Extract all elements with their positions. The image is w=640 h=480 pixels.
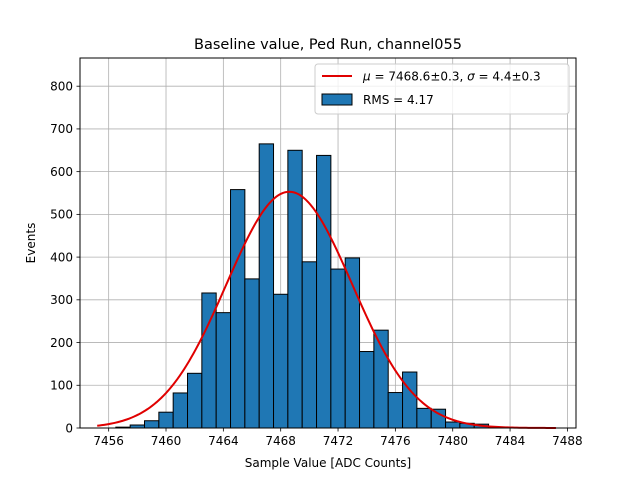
histogram-bar (359, 351, 375, 429)
x-tick-label: 7488 (552, 434, 583, 448)
gaussian-fit (97, 190, 556, 429)
x-tick-label: 7472 (323, 434, 354, 448)
legend-mu-symbol: μ (362, 70, 371, 84)
histogram-bar (387, 392, 404, 429)
legend-sigma-value: = 4.4±0.3 (475, 70, 541, 84)
histogram-bar (445, 421, 461, 429)
histogram-bar (144, 420, 160, 429)
histogram-bar (402, 371, 418, 429)
histogram-bar (158, 411, 174, 429)
x-tick-label: 7456 (93, 434, 124, 448)
x-tick-label: 7476 (380, 434, 411, 448)
histogram-bar (172, 392, 189, 429)
x-tick-label: 7460 (151, 434, 182, 448)
x-axis-label: Sample Value [ADC Counts] (245, 456, 411, 470)
legend: μ = 7468.6±0.3, σ = 4.4±0.3 RMS = 4.17 (314, 63, 570, 115)
x-tick-label: 7484 (495, 434, 526, 448)
histogram-bar (430, 408, 447, 429)
x-axis: 7456 7460 7464 7468 7472 7476 7480 7484 7488 (93, 428, 583, 448)
histogram-bar (215, 312, 232, 429)
y-tick-label: 500 (50, 208, 73, 222)
histogram-bar (301, 261, 318, 429)
legend-mu-value: = 7468.6±0.3, (371, 70, 467, 84)
chart-title: Baseline value, Ped Run, channel055 (194, 37, 462, 53)
legend-bar-swatch (321, 93, 353, 106)
histogram-bar (258, 143, 275, 429)
x-tick-label: 7468 (265, 434, 296, 448)
histogram-bar (187, 372, 203, 429)
histogram-bar (316, 154, 332, 429)
histogram-bar (416, 407, 432, 429)
histogram-bar (273, 293, 289, 429)
y-tick-label: 700 (50, 122, 73, 136)
y-axis: 0 100 200 300 400 500 600 700 800 (50, 79, 80, 435)
legend-box (314, 63, 570, 115)
histogram-bars (115, 143, 504, 429)
x-tick-label: 7480 (437, 434, 468, 448)
x-tick-label: 7464 (208, 434, 239, 448)
y-tick-label: 400 (50, 250, 73, 264)
plot-frame (79, 57, 577, 429)
legend-fit-label: μ = 7468.6±0.3, σ = 4.4±0.3 (362, 70, 541, 84)
histogram-bar (244, 278, 260, 429)
y-tick-label: 800 (50, 79, 73, 93)
y-tick-label: 200 (50, 336, 73, 350)
y-tick-label: 100 (50, 379, 73, 393)
legend-sigma-symbol: σ (467, 70, 475, 84)
legend-rms-label: RMS = 4.17 (363, 93, 434, 107)
y-tick-label: 600 (50, 165, 73, 179)
y-axis-label: Events (24, 223, 38, 264)
histogram-bar (230, 189, 246, 429)
histogram-bar (330, 268, 346, 429)
y-tick-label: 0 (65, 421, 73, 435)
fit-curve (97, 190, 556, 429)
y-tick-label: 300 (50, 293, 73, 307)
